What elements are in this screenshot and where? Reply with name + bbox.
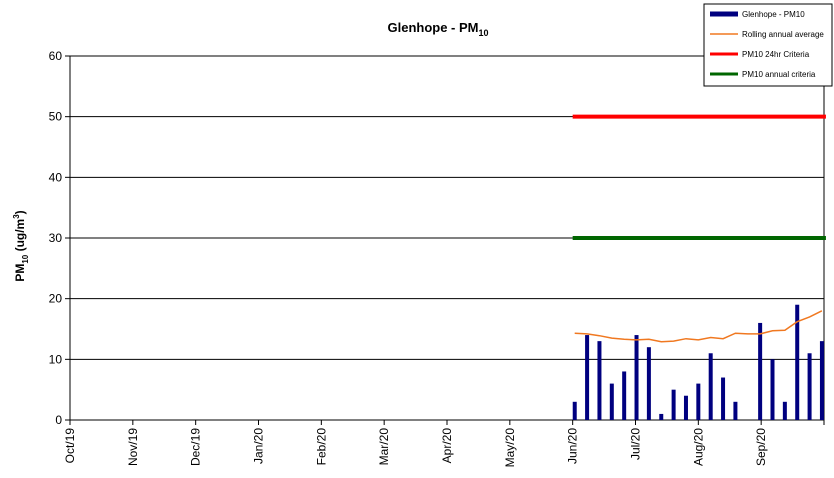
pm10-bar bbox=[671, 389, 676, 420]
y-tick-label: 50 bbox=[49, 110, 63, 124]
pm10-bar bbox=[622, 371, 627, 420]
y-tick-label: 0 bbox=[55, 413, 62, 427]
y-label-sub: 10 bbox=[21, 254, 30, 263]
rolling-average-line bbox=[574, 310, 823, 343]
pm10-bars bbox=[572, 304, 824, 420]
legend: Glenhope - PM10 Rolling annual average PM1… bbox=[703, 3, 833, 87]
pm10-bar bbox=[708, 353, 713, 420]
x-tick-label: Feb/20 bbox=[314, 428, 328, 466]
pm10-bar bbox=[609, 383, 614, 420]
y-tick-label: 60 bbox=[49, 49, 63, 63]
y-label-pm: PM bbox=[13, 264, 27, 282]
x-tick-label: Nov/19 bbox=[126, 428, 140, 466]
svg-text:PM10 (ug/m3): PM10 (ug/m3) bbox=[12, 210, 30, 281]
chart-title-subscript: 10 bbox=[478, 28, 488, 38]
legend-label: Rolling annual average bbox=[742, 30, 824, 39]
pm10-bar bbox=[585, 335, 590, 420]
x-tick-label: Jul/20 bbox=[629, 428, 643, 460]
x-tick-label: Mar/20 bbox=[377, 428, 391, 466]
pm10-bar bbox=[634, 335, 639, 420]
y-label-sup: 3 bbox=[12, 214, 21, 219]
x-tick-labels: Oct/19 Nov/19 Dec/19 Jan/20 Feb/20 Mar/20 Apr/… bbox=[63, 420, 825, 468]
pm10-bar bbox=[770, 359, 775, 420]
x-tick-label: Dec/19 bbox=[189, 428, 203, 466]
x-tick-label: Apr/20 bbox=[440, 428, 454, 464]
y-label-close: ) bbox=[13, 210, 27, 214]
y-tick-label: 20 bbox=[49, 292, 63, 306]
svg-text:Glenhope - PM10: Glenhope - PM10 bbox=[387, 20, 488, 38]
y-tick-label: 40 bbox=[49, 170, 63, 184]
y-label-unit: (ug/m bbox=[13, 219, 27, 255]
y-tick-labels: 0 10 20 30 40 50 60 bbox=[49, 49, 63, 427]
pm10-bar bbox=[696, 383, 701, 420]
rolling-average-polyline bbox=[574, 310, 823, 343]
pm10-bar bbox=[758, 322, 763, 420]
x-tick-label: Aug/20 bbox=[691, 428, 705, 466]
x-tick-label: Sep/20 bbox=[754, 428, 768, 466]
pm10-bar bbox=[807, 353, 812, 420]
y-tick-label: 10 bbox=[49, 352, 63, 366]
pm10-bar bbox=[572, 401, 577, 420]
pm10-bar bbox=[646, 347, 651, 420]
x-tick-label: Jun/20 bbox=[566, 428, 580, 464]
chart-title-main: Glenhope - PM bbox=[387, 20, 478, 35]
chart-title: Glenhope - PM10 bbox=[387, 20, 488, 38]
pm10-bar bbox=[597, 341, 602, 420]
pm10-bar bbox=[819, 341, 824, 420]
criteria-lines bbox=[572, 114, 826, 240]
pm10-bar bbox=[659, 413, 664, 420]
pm10-bar bbox=[721, 377, 726, 420]
legend-label: Glenhope - PM10 bbox=[742, 10, 805, 19]
legend-label: PM10 annual criteria bbox=[742, 70, 816, 79]
pm10-bar bbox=[795, 304, 800, 420]
x-tick-label: May/20 bbox=[503, 428, 517, 468]
x-tick-label: Oct/19 bbox=[63, 428, 77, 464]
pm10-bar bbox=[683, 395, 688, 420]
legend-box bbox=[703, 3, 833, 87]
pm10-bar bbox=[782, 401, 787, 420]
x-tick-label: Jan/20 bbox=[252, 428, 266, 464]
pm10-bar bbox=[733, 401, 738, 420]
y-tick-label: 30 bbox=[49, 231, 63, 245]
y-axis-label: PM10 (ug/m3) bbox=[12, 210, 30, 281]
legend-label: PM10 24hr Criteria bbox=[742, 50, 810, 59]
